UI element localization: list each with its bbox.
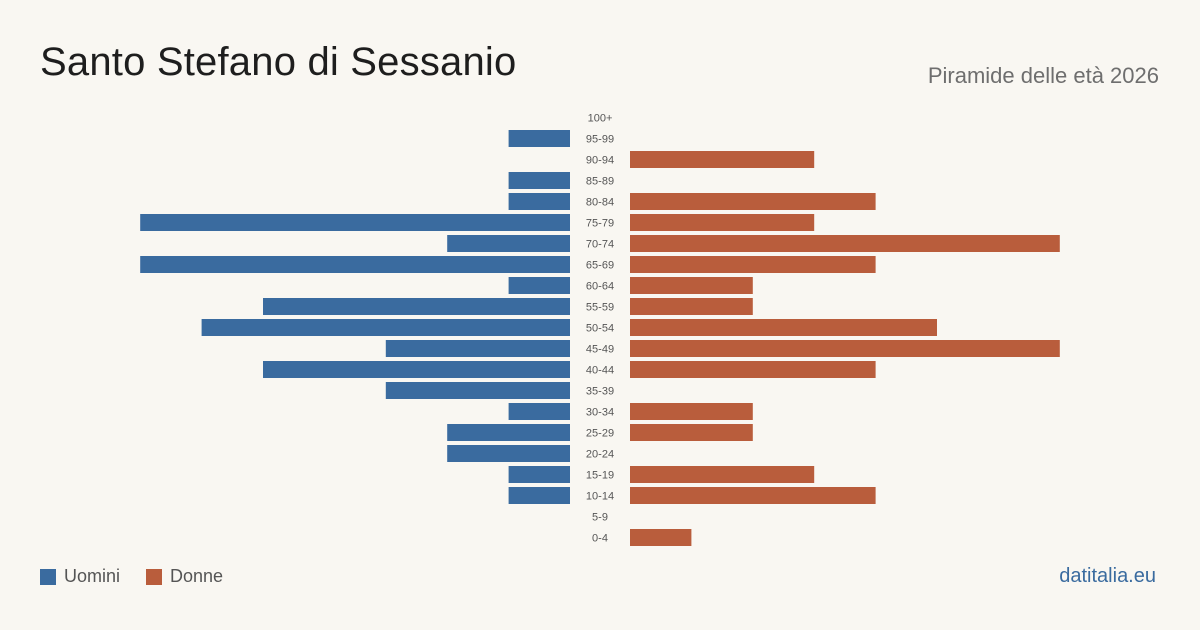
bar-male-45-49 <box>385 340 570 357</box>
legend-item-female: Donne <box>146 566 223 587</box>
age-label-100plus: 100+ <box>588 113 613 125</box>
bar-female-40-44 <box>630 361 876 378</box>
bar-female-55-59 <box>630 298 753 315</box>
bar-female-65-69 <box>630 256 876 273</box>
age-label-45-49: 45-49 <box>586 344 614 356</box>
age-label-35-39: 35-39 <box>586 386 614 398</box>
age-label-25-29: 25-29 <box>586 428 614 440</box>
bar-male-75-79 <box>140 214 570 231</box>
age-label-55-59: 55-59 <box>586 302 614 314</box>
age-label-0-4: 0-4 <box>592 533 608 545</box>
legend-label-female: Donne <box>170 566 224 586</box>
bar-female-75-79 <box>630 214 815 231</box>
age-label-50-54: 50-54 <box>586 323 614 335</box>
age-label-65-69: 65-69 <box>586 260 614 272</box>
bar-female-25-29 <box>630 424 753 441</box>
bar-female-70-74 <box>630 235 1060 252</box>
bar-male-35-39 <box>385 382 570 399</box>
bar-male-65-69 <box>140 256 570 273</box>
bar-female-0-4 <box>630 529 692 546</box>
bar-female-30-34 <box>630 403 753 420</box>
bar-male-20-24 <box>447 445 570 462</box>
bar-male-85-89 <box>508 172 570 189</box>
bar-male-30-34 <box>508 403 570 420</box>
age-label-95-99: 95-99 <box>586 134 614 146</box>
bar-male-60-64 <box>508 277 570 294</box>
bar-male-40-44 <box>263 361 570 378</box>
bar-female-45-49 <box>630 340 1060 357</box>
age-label-70-74: 70-74 <box>586 239 614 251</box>
bar-male-10-14 <box>508 487 570 504</box>
bar-male-55-59 <box>263 298 570 315</box>
legend-swatch-female <box>146 568 163 585</box>
page-title: Santo Stefano di Sessanio <box>40 40 517 84</box>
age-label-90-94: 90-94 <box>586 155 614 167</box>
bar-female-90-94 <box>630 151 815 168</box>
bar-male-50-54 <box>201 319 570 336</box>
legend-label-male: Uomini <box>64 566 121 586</box>
age-label-15-19: 15-19 <box>586 470 614 482</box>
age-label-75-79: 75-79 <box>586 218 614 230</box>
bar-male-95-99 <box>508 130 570 147</box>
age-label-60-64: 60-64 <box>586 281 614 293</box>
legend-item-male: Uomini <box>40 566 120 587</box>
age-label-5-9: 5-9 <box>592 512 608 524</box>
bar-female-15-19 <box>630 466 815 483</box>
age-label-80-84: 80-84 <box>586 197 614 209</box>
age-label-30-34: 30-34 <box>586 407 614 419</box>
age-label-10-14: 10-14 <box>586 491 614 503</box>
chart-subtitle: Piramide delle età 2026 <box>927 63 1159 88</box>
bar-female-50-54 <box>630 319 937 336</box>
bar-female-60-64 <box>630 277 753 294</box>
bar-female-80-84 <box>630 193 876 210</box>
legend-swatch-male <box>40 568 56 585</box>
bar-male-25-29 <box>447 424 570 441</box>
bar-male-15-19 <box>508 466 570 483</box>
age-label-40-44: 40-44 <box>586 365 614 377</box>
chart-legend: Uomini Donne <box>40 566 249 587</box>
bar-male-80-84 <box>508 193 570 210</box>
age-label-85-89: 85-89 <box>586 176 614 188</box>
bar-female-10-14 <box>630 487 876 504</box>
bar-male-70-74 <box>447 235 570 252</box>
age-label-20-24: 20-24 <box>586 449 614 461</box>
brand-link[interactable]: datitalia.eu <box>1059 565 1156 587</box>
